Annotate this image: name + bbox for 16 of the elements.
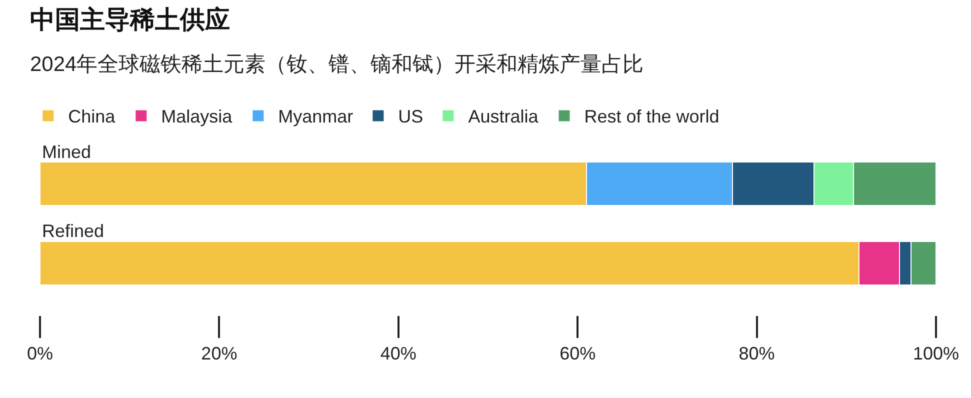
legend-label: Australia — [468, 106, 540, 127]
x-tick-label: 60% — [560, 344, 596, 364]
x-tick-label: 80% — [738, 344, 775, 364]
legend-label: Malaysia — [161, 106, 234, 127]
legend-label: China — [68, 106, 116, 127]
x-tick-label: 0% — [26, 344, 54, 364]
legend-label: US — [398, 106, 424, 127]
chart-subtitle: 2024年全球磁铁稀土元素（钕、镨、镝和铽）开采和精炼产量占比 — [30, 53, 644, 76]
y-tick-label: Refined — [42, 221, 104, 241]
legend-label: Rest of the world — [584, 106, 720, 127]
chart-title: 中国主导稀土供应 — [30, 6, 230, 34]
x-tick-label: 20% — [201, 344, 238, 364]
y-tick-label: Mined — [42, 142, 92, 162]
x-tick-label: 40% — [380, 344, 416, 364]
legend-label: Myanmar — [278, 106, 354, 127]
x-tick-label: 100% — [912, 344, 960, 364]
